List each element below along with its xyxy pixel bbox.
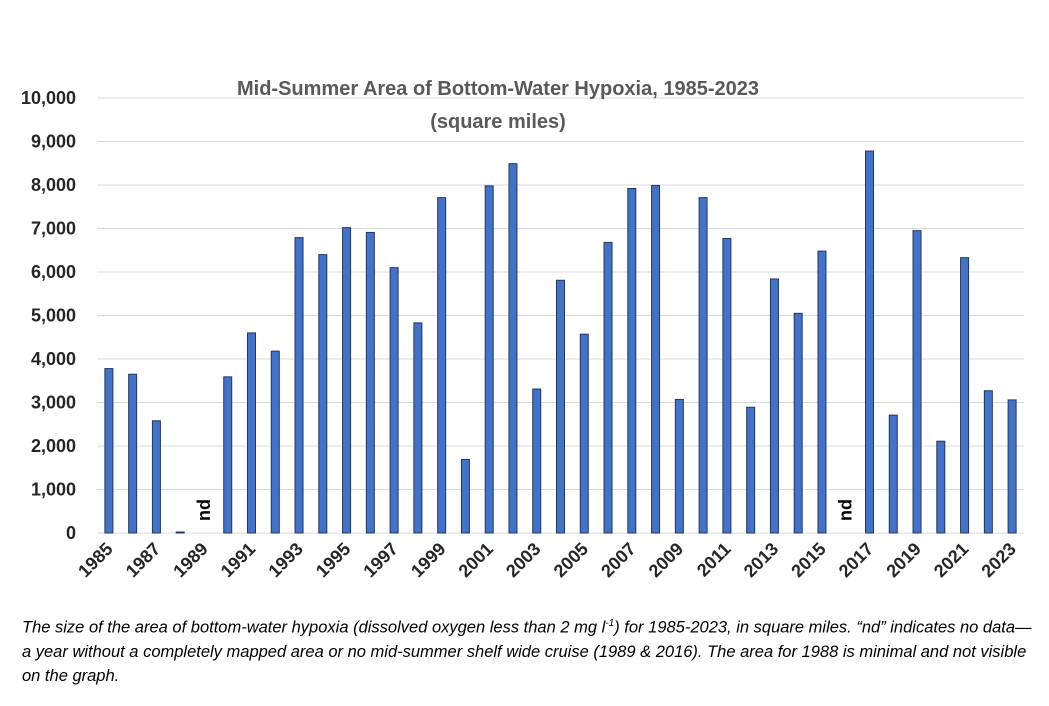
figure-caption: The size of the area of bottom-water hyp… <box>22 612 1037 688</box>
bar-2006 <box>603 241 613 534</box>
y-tick-label: 9,000 <box>31 132 76 152</box>
bar-2001 <box>484 185 494 534</box>
bar-1986 <box>128 373 138 534</box>
bar-2017 <box>865 150 874 534</box>
bar-2019 <box>912 230 922 534</box>
bar-1990 <box>223 376 233 534</box>
y-tick-label: 4,000 <box>31 349 76 369</box>
x-tick-label: 2005 <box>550 539 592 581</box>
x-tick-label: 2011 <box>693 539 735 581</box>
x-tick-label: 1995 <box>312 539 354 581</box>
hypoxia-bar-chart: 0 1,000 2,000 3,000 4,000 5,000 6,000 7,000 8,00… <box>21 78 1024 581</box>
bar-2011 <box>722 238 732 534</box>
y-tick-label: 8,000 <box>31 175 76 195</box>
x-axis-ticks: 1985 1987 1989 1991 1993 1995 1997 1999 2001 2003… <box>74 539 1020 581</box>
x-tick-label: 2001 <box>455 539 497 581</box>
y-axis-ticks: 0 1,000 2,000 3,000 4,000 5,000 6,000 7,000 8,00… <box>21 88 76 543</box>
caption-text-part1: The size of the area of bottom-water hyp… <box>22 618 606 637</box>
x-tick-label: 1987 <box>122 539 164 581</box>
bar-2002 <box>508 163 518 534</box>
y-tick-label: 10,000 <box>21 88 76 108</box>
x-tick-label: 1993 <box>264 539 306 581</box>
bar-2022 <box>983 390 993 534</box>
no-data-label: nd <box>836 499 856 521</box>
x-tick-label: 2007 <box>597 539 639 581</box>
bar-2010 <box>698 197 708 534</box>
x-tick-label: 2023 <box>977 539 1019 581</box>
caption-text-part2: ) for 1985-2023, in square miles. “nd” i… <box>22 618 1032 685</box>
x-tick-label: 2021 <box>930 539 972 581</box>
bar-2012 <box>746 406 756 534</box>
bar-2008 <box>651 184 661 534</box>
bar-2003 <box>532 388 542 534</box>
bar-2005 <box>579 333 589 534</box>
bars <box>104 150 1017 534</box>
x-tick-label: 1991 <box>217 539 259 581</box>
x-tick-label: 2017 <box>835 539 877 581</box>
y-tick-label: 7,000 <box>31 219 76 239</box>
bar-1985 <box>104 368 114 534</box>
bar-1996 <box>365 231 375 534</box>
bar-1992 <box>270 350 280 534</box>
bar-2000 <box>460 458 470 534</box>
x-tick-label: 1985 <box>74 539 116 581</box>
y-tick-label: 3,000 <box>31 393 76 413</box>
bar-1994 <box>318 254 328 534</box>
bar-2014 <box>793 312 803 534</box>
y-tick-label: 1,000 <box>31 480 76 500</box>
bar-2023 <box>1007 399 1017 534</box>
y-tick-label: 5,000 <box>31 306 76 326</box>
x-tick-label: 1999 <box>407 539 449 581</box>
bar-2020 <box>936 440 946 534</box>
bar-1998 <box>413 322 423 534</box>
x-tick-label: 2019 <box>882 539 924 581</box>
bar-2007 <box>627 187 637 534</box>
y-tick-label: 6,000 <box>31 262 76 282</box>
bar-1993 <box>294 237 304 534</box>
bar-2021 <box>960 257 970 534</box>
bar-1997 <box>389 267 399 534</box>
chart-title: Mid-Summer Area of Bottom-Water Hypoxia,… <box>237 78 759 100</box>
x-tick-label: 2013 <box>740 539 782 581</box>
chart-subtitle: (square miles) <box>430 111 566 133</box>
no-data-labels: nd nd <box>194 499 856 521</box>
caption-superscript: -1 <box>605 618 615 629</box>
bar-1999 <box>437 197 447 534</box>
y-tick-label: 0 <box>66 523 76 543</box>
bar-1987 <box>151 420 161 534</box>
x-tick-label: 1989 <box>169 539 211 581</box>
bar-1995 <box>342 227 352 534</box>
bar-2004 <box>556 279 565 534</box>
bar-1988 <box>175 531 185 534</box>
x-tick-label: 1997 <box>359 539 401 581</box>
x-tick-label: 2009 <box>645 539 687 581</box>
no-data-label: nd <box>194 499 214 521</box>
bar-2009 <box>674 398 684 534</box>
x-tick-label: 2003 <box>502 539 544 581</box>
y-tick-label: 2,000 <box>31 436 76 456</box>
bar-2018 <box>888 414 898 534</box>
bar-1991 <box>247 332 256 534</box>
bar-2015 <box>817 250 827 534</box>
x-tick-label: 2015 <box>787 539 829 581</box>
bar-2013 <box>769 278 779 534</box>
